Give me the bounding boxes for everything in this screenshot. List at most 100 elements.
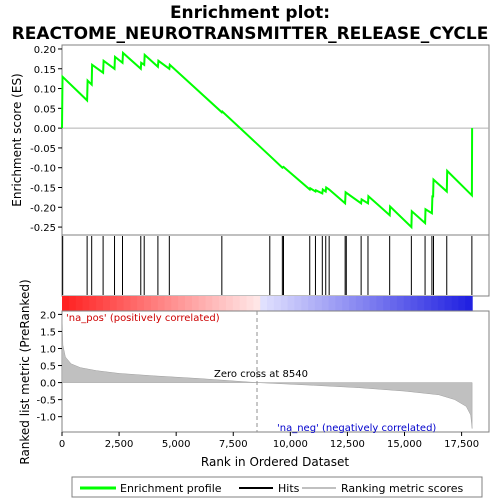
es-y-tick-label: 0.20 — [34, 45, 56, 56]
hits-panel-frame — [61, 234, 490, 297]
metric-y-tick-label: 2.0 — [40, 310, 56, 321]
rank-band-segment — [164, 296, 172, 311]
rank-band-segment — [253, 296, 261, 311]
zero-cross-label: Zero cross at 8540 — [214, 369, 308, 380]
rank-band-segment — [328, 296, 337, 311]
rank-band-segment — [362, 296, 371, 311]
rank-band-segment — [123, 296, 131, 311]
rank-band-segment — [355, 296, 364, 311]
rank-band-segment — [431, 296, 439, 311]
rank-band-segment — [390, 296, 398, 311]
rank-band-segment — [68, 296, 77, 311]
metric-y-label: Ranked list metric (PreRanked) — [18, 279, 32, 464]
x-axis: 0 2,500 5,000 7,500 10,000 12,500 15,000 17,500 — [59, 432, 479, 450]
metric-y-tick-label: 0.0 — [40, 379, 56, 390]
legend: Enrichment profile Hits Ranking metric s… — [71, 476, 483, 498]
legend-label-enrichment: Enrichment profile — [120, 482, 222, 495]
rank-band-segment — [301, 296, 309, 311]
rank-band-segment — [458, 296, 466, 311]
rank-band-segment — [451, 296, 460, 311]
rank-band-segment — [232, 296, 241, 311]
rank-band-segment — [137, 296, 145, 311]
x-tick-label: 0 — [59, 439, 65, 450]
rank-band-segment — [437, 296, 446, 311]
x-tick-label: 17,500 — [444, 439, 479, 450]
rank-band-segment — [444, 296, 453, 311]
rank-band-segment — [226, 296, 234, 311]
rank-band-segment — [171, 296, 179, 311]
rank-band-segment — [280, 296, 289, 311]
metric-panel: 2.0 1.5 1.0 0.5 0.0 -0.5 -1.0 0 2,500 5,000 7,500… — [18, 279, 490, 469]
es-y-axis: 0.20 0.15 0.10 0.05 0.00 -0.05 -0.10 -0.15 -0.20… — [30, 45, 62, 234]
rank-band-segment — [260, 296, 268, 311]
rank-band-segment — [130, 296, 138, 311]
rank-band-segment — [96, 296, 104, 311]
rank-band-segment — [89, 296, 97, 311]
es-y-tick-label: -0.25 — [30, 223, 56, 234]
es-y-tick-label: -0.05 — [30, 144, 56, 155]
x-axis-label: Rank in Ordered Dataset — [201, 455, 349, 469]
es-y-label: Enrichment score (ES) — [10, 73, 24, 206]
metric-y-tick-label: -0.5 — [36, 396, 56, 407]
rank-band-segment — [349, 296, 357, 311]
es-y-tick-label: 0.05 — [34, 104, 56, 115]
x-tick-label: 10,000 — [273, 439, 308, 450]
rank-band-segment — [403, 296, 412, 311]
rank-band-segment — [369, 296, 378, 311]
es-panel: 0.20 0.15 0.10 0.05 0.00 -0.05 -0.10 -0.15 -0.20… — [10, 44, 490, 236]
metric-y-tick-label: 1.0 — [40, 344, 56, 355]
legend-label-ranking: Ranking metric scores — [341, 482, 463, 495]
es-profile-line — [61, 50, 474, 230]
rank-band-segment — [424, 296, 432, 311]
rank-color-band — [62, 296, 473, 311]
rank-band-segment — [465, 296, 473, 311]
rank-band-segment — [62, 296, 70, 311]
rank-band-segment — [157, 296, 166, 311]
rank-band-segment — [185, 296, 193, 311]
rank-band-segment — [191, 296, 200, 311]
rank-band-segment — [219, 296, 227, 311]
es-y-tick-label: 0.15 — [34, 65, 56, 76]
rank-band-segment — [116, 296, 125, 311]
pos-label: 'na_pos' (positively correlated) — [66, 313, 220, 324]
rank-band-segment — [410, 296, 419, 311]
metric-y-tick-label: -1.0 — [36, 413, 56, 424]
rank-band-segment — [383, 296, 391, 311]
x-tick-label: 2,500 — [105, 439, 134, 450]
rank-band-segment — [376, 296, 384, 311]
rank-band-segment — [321, 296, 330, 311]
rank-band-segment — [267, 296, 275, 311]
metric-y-tick-label: 1.5 — [40, 327, 56, 338]
rank-band-segment — [273, 296, 282, 311]
rank-band-segment — [178, 296, 186, 311]
rank-band-segment — [417, 296, 425, 311]
rank-band-segment — [205, 296, 213, 311]
rank-band-segment — [198, 296, 207, 311]
x-tick-label: 5,000 — [162, 439, 191, 450]
rank-band-segment — [109, 296, 118, 311]
rank-band-segment — [239, 296, 248, 311]
rank-band-segment — [82, 296, 90, 311]
rank-band-segment — [150, 296, 159, 311]
hits-panel — [61, 234, 490, 297]
rank-band-segment — [287, 296, 295, 311]
es-y-tick-label: 0.00 — [34, 124, 56, 135]
rank-band-segment — [314, 296, 323, 311]
rank-band-segment — [342, 296, 350, 311]
legend-label-hits: Hits — [278, 482, 300, 495]
es-y-tick-label: -0.15 — [30, 184, 56, 195]
es-panel-frame — [61, 44, 490, 236]
chart-title-line2: REACTOME_NEUROTRANSMITTER_RELEASE_CYCLE — [12, 24, 489, 44]
metric-y-axis: 2.0 1.5 1.0 0.5 0.0 -0.5 -1.0 — [36, 310, 62, 424]
rank-band-segment — [246, 296, 254, 311]
es-y-tick-label: -0.10 — [30, 164, 56, 175]
neg-label: 'na_neg' (negatively correlated) — [277, 423, 436, 434]
x-tick-label: 15,000 — [387, 439, 422, 450]
metric-y-tick-label: 0.5 — [40, 362, 56, 373]
rank-band-segment — [308, 296, 316, 311]
rank-band-segment — [335, 296, 343, 311]
rank-band-segment — [294, 296, 302, 311]
rank-band-segment — [396, 296, 405, 311]
metric-panel-frame — [61, 310, 490, 433]
